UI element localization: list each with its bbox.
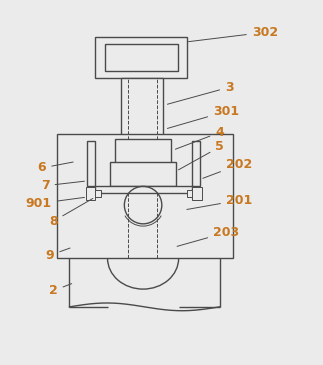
Text: 3: 3: [167, 81, 234, 104]
Text: 202: 202: [203, 158, 252, 178]
Text: 301: 301: [167, 105, 239, 128]
Bar: [105, 43, 178, 71]
Bar: [187, 190, 194, 197]
Text: 201: 201: [187, 194, 252, 210]
Bar: [121, 77, 163, 139]
Text: 901: 901: [26, 197, 84, 210]
Text: 2: 2: [49, 284, 72, 297]
Text: 5: 5: [179, 141, 224, 170]
Text: 302: 302: [189, 26, 278, 42]
Bar: [115, 139, 171, 163]
Bar: [110, 161, 176, 186]
Text: 203: 203: [177, 226, 239, 246]
Bar: [86, 187, 95, 200]
Bar: [192, 187, 202, 200]
Bar: [87, 141, 95, 186]
Text: 6: 6: [38, 161, 73, 174]
Bar: [192, 141, 200, 186]
Text: 8: 8: [49, 199, 93, 228]
Text: 7: 7: [41, 179, 84, 192]
Text: 9: 9: [46, 248, 70, 262]
Bar: [57, 134, 233, 258]
Bar: [95, 186, 192, 193]
Bar: [95, 37, 187, 77]
Text: 4: 4: [175, 126, 224, 149]
Bar: [94, 190, 101, 197]
